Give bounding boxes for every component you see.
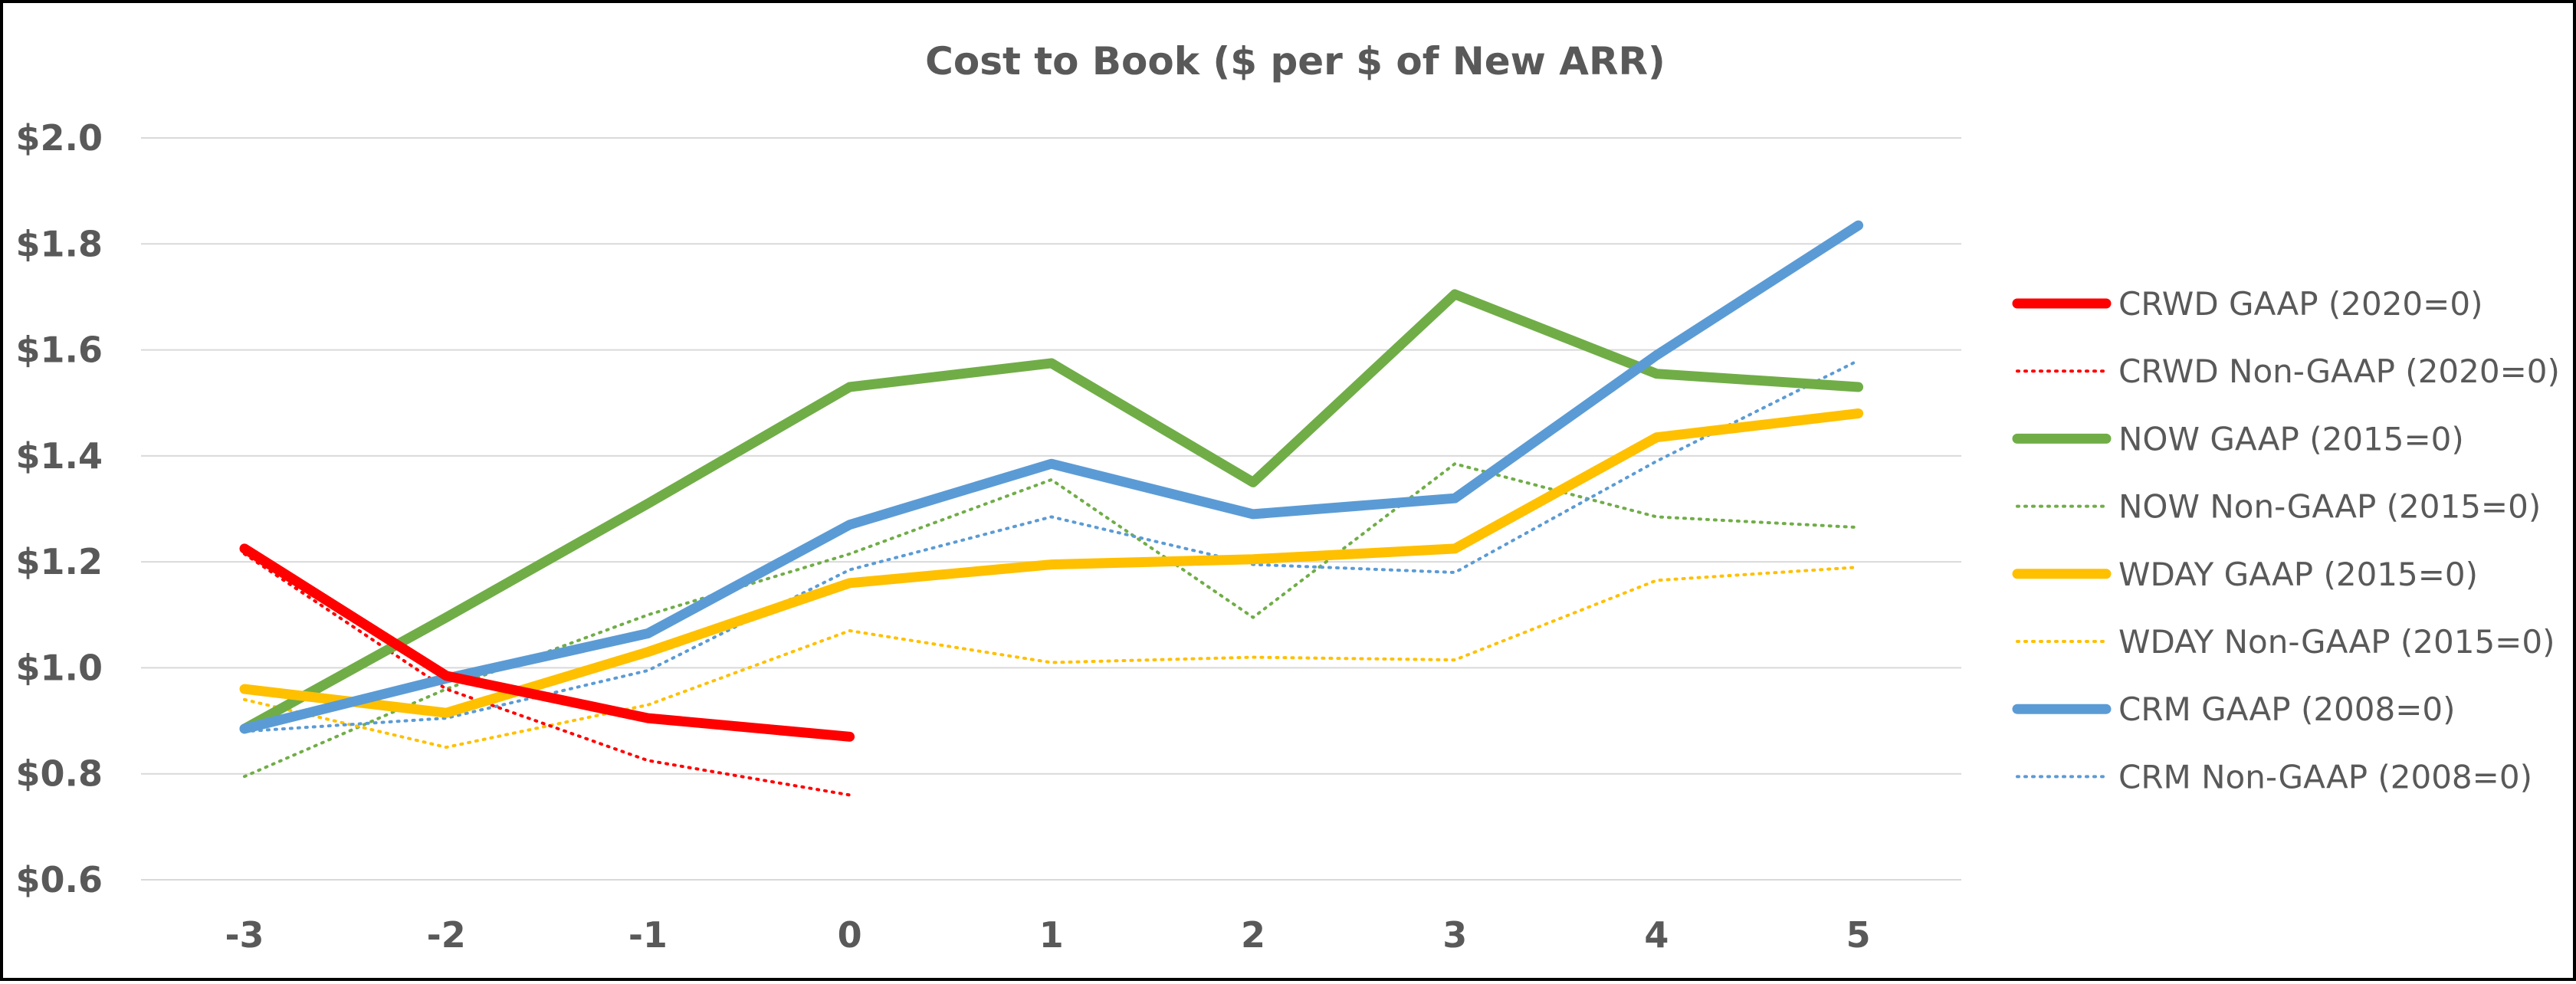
legend-label: CRM Non-GAAP (2008=0) xyxy=(2118,758,2532,795)
legend: CRWD GAAP (2020=0) CRWD Non-GAAP (2020=0)… xyxy=(2012,285,2560,795)
x-tick-label: 5 xyxy=(1846,914,1871,956)
series-line-crwd-non-gaap-2020-0 xyxy=(243,552,852,797)
y-axis-tick-labels: $0.6 $0.8 $1.0 $1.2 $1.4 $1.6 $1.8 $2.0 xyxy=(16,117,103,900)
y-tick-label: $1.8 xyxy=(16,223,103,264)
series-line-crm-non-gaap-2008-0 xyxy=(243,359,1860,733)
y-tick-label: $1.6 xyxy=(16,330,103,371)
x-tick-label: 4 xyxy=(1644,914,1669,956)
x-tick-label: 0 xyxy=(838,914,862,956)
x-tick-label: 3 xyxy=(1442,914,1467,956)
gridlines xyxy=(141,137,1961,881)
y-tick-label: $0.8 xyxy=(16,753,103,795)
legend-label: WDAY GAAP (2015=0) xyxy=(2118,556,2478,593)
x-tick-label: 2 xyxy=(1241,914,1265,956)
series-line-wday-non-gaap-2015-0 xyxy=(243,566,1860,749)
legend-label: WDAY Non-GAAP (2015=0) xyxy=(2118,623,2555,661)
series-line-now-gaap-2015-0 xyxy=(239,289,1864,734)
series-lines xyxy=(239,220,1864,797)
x-tick-label: -3 xyxy=(225,914,264,956)
y-tick-label: $1.2 xyxy=(16,541,103,582)
legend-label: CRM GAAP (2008=0) xyxy=(2118,690,2456,728)
legend-label: NOW GAAP (2015=0) xyxy=(2118,420,2464,458)
x-tick-label: -1 xyxy=(628,914,668,956)
y-tick-label: $2.0 xyxy=(16,117,103,159)
chart-title: Cost to Book ($ per $ of New ARR) xyxy=(925,39,1665,84)
x-tick-label: 1 xyxy=(1039,914,1064,956)
chart-svg: Cost to Book ($ per $ of New ARR) $0.6$0… xyxy=(16,39,2560,956)
x-tick-label: -2 xyxy=(427,914,466,956)
legend-label: CRWD Non-GAAP (2020=0) xyxy=(2118,353,2560,390)
y-tick-label: $1.4 xyxy=(16,435,103,477)
legend-label: NOW Non-GAAP (2015=0) xyxy=(2118,488,2541,526)
series-line-crwd-gaap-2020-0 xyxy=(239,543,855,742)
series-line-now-non-gaap-2015-0 xyxy=(243,462,1860,779)
y-tick-label: $1.0 xyxy=(16,647,103,688)
legend-label: CRWD GAAP (2020=0) xyxy=(2118,285,2482,323)
series-line-crm-gaap-2008-0 xyxy=(239,220,1864,734)
x-axis-tick-labels: -3 -2 -1 0 1 2 3 4 5 xyxy=(225,914,1870,956)
y-tick-label: $0.6 xyxy=(16,859,103,900)
